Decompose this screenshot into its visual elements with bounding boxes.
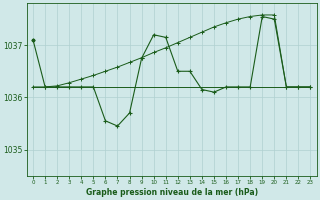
- X-axis label: Graphe pression niveau de la mer (hPa): Graphe pression niveau de la mer (hPa): [86, 188, 258, 197]
